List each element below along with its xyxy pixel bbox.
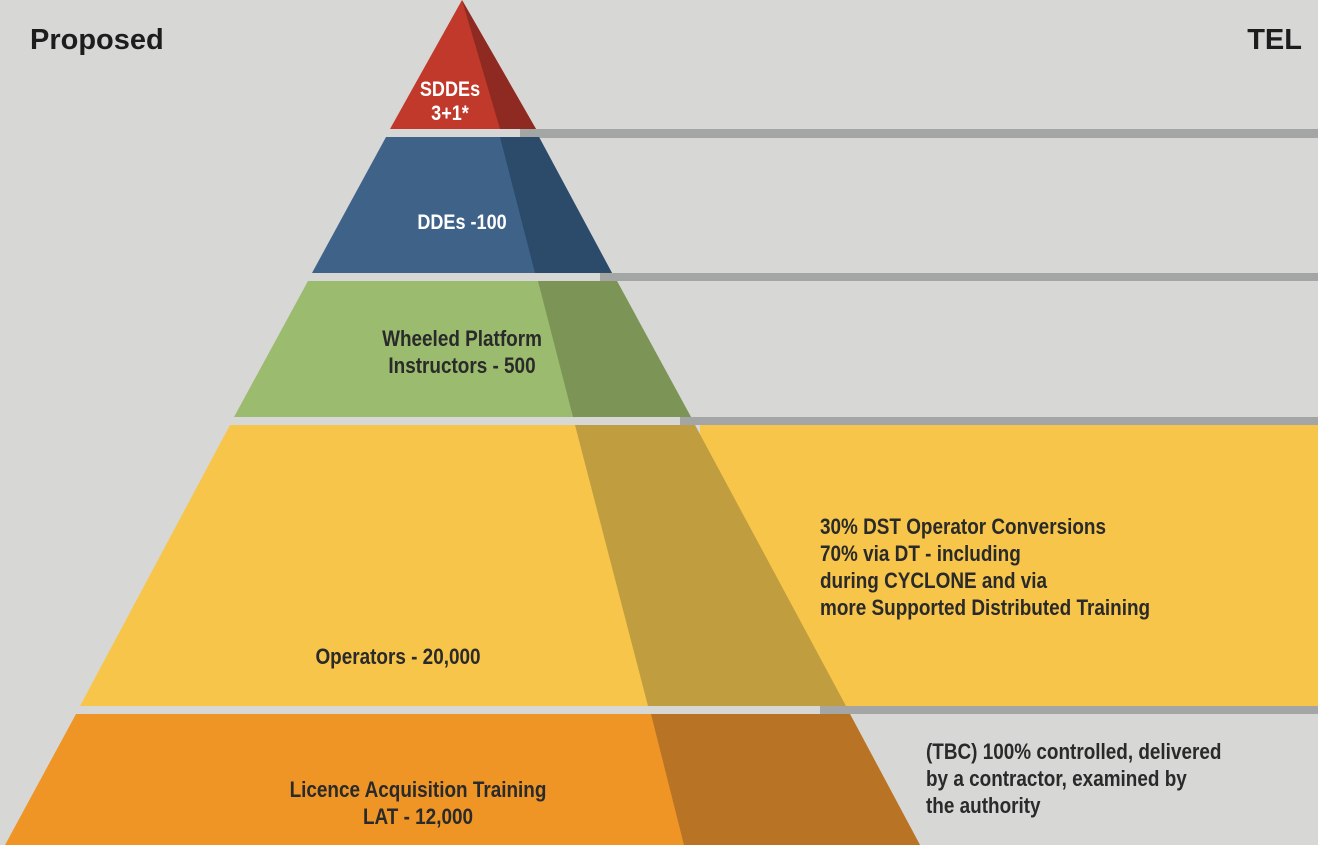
tier-label-line: Operators - 20,000 [315,644,481,669]
tier-label-line: Licence Acquisition Training [289,777,547,802]
note-line: 30% DST Operator Conversions [820,514,1106,539]
separator-line-4 [820,706,1318,714]
tier-label-operators: Operators - 20,000 [226,643,570,670]
tier-lat-shade [651,714,920,845]
tier-label-line: LAT - 12,000 [362,804,474,829]
tier-sddes-shade [462,0,536,129]
separator-line-1 [520,129,1318,138]
separator-line-2 [600,273,1318,281]
tier-label-line: Instructors - 500 [388,353,536,378]
separator-line-3 [680,417,1318,425]
note-line: the authority [926,793,1041,818]
note-line: 70% via DT - including [820,541,1021,566]
tier-label-line: Wheeled Platform [382,326,542,351]
note-line: (TBC) 100% controlled, delivered [926,739,1222,764]
tier-label-lat: Licence Acquisition Training LAT - 12,00… [246,776,590,830]
tier-operators-shade [575,425,846,706]
operators-note: 30% DST Operator Conversions 70% via DT … [820,513,1150,621]
tier-ddes-shade [500,137,612,273]
note-line: during CYCLONE and via [820,568,1048,593]
tier-label-ddes: DDEs -100 [350,211,574,235]
tier-instructors-shade [538,281,691,417]
tier-label-instructors: Wheeled Platform Instructors - 500 [290,325,634,379]
right-title: TEL [1247,24,1302,56]
lat-note: (TBC) 100% controlled, delivered by a co… [926,738,1221,819]
tier-label-line: 3+1* [431,102,469,125]
note-line: by a contractor, examined by [926,766,1187,791]
tier-label-line: DDEs -100 [417,211,507,234]
tier-label-sddes: SDDEs 3+1* [390,78,510,126]
left-title: Proposed [30,24,164,56]
note-line: more Supported Distributed Training [820,595,1151,620]
tier-label-line: SDDEs [419,78,481,101]
